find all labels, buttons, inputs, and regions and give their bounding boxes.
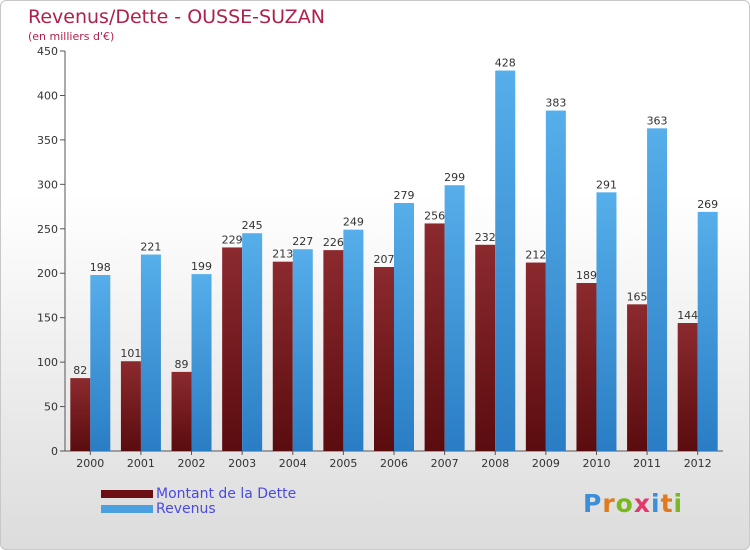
logo-letter: P — [583, 489, 603, 518]
y-tick-label: 0 — [51, 445, 58, 458]
dette-bar — [525, 262, 546, 451]
dette-value-label: 226 — [323, 236, 344, 249]
y-tick-label: 350 — [37, 134, 58, 147]
revenus-bar — [90, 275, 111, 451]
dette-bar — [576, 283, 597, 451]
x-tick-label: 2001 — [127, 457, 155, 470]
logo-letter: r — [602, 489, 616, 518]
revenus-value-label: 291 — [596, 178, 617, 191]
x-tick-label: 2003 — [228, 457, 256, 470]
dette-value-label: 256 — [424, 209, 445, 222]
revenus-bar — [394, 203, 414, 451]
x-tick-label: 2005 — [329, 457, 357, 470]
dette-value-label: 229 — [222, 233, 243, 246]
revenus-bar — [292, 249, 313, 451]
logo-letter: o — [615, 489, 634, 518]
revenus-value-label: 249 — [343, 216, 364, 229]
y-tick-label: 150 — [37, 312, 58, 325]
dette-bar — [120, 361, 141, 451]
revenus-bar — [140, 254, 161, 451]
revenus-value-label: 383 — [545, 97, 566, 110]
x-tick-label: 2008 — [481, 457, 509, 470]
revenus-bar — [647, 128, 668, 451]
dette-bar — [171, 371, 192, 451]
revenus-bar — [242, 233, 263, 451]
revenus-bar — [444, 185, 465, 451]
x-tick-label: 2002 — [178, 457, 206, 470]
revenus-value-label: 269 — [697, 198, 718, 211]
logo-letter: i — [673, 489, 684, 518]
logo-letter: i — [651, 489, 661, 518]
dette-bar — [424, 223, 445, 451]
x-tick-label: 2007 — [431, 457, 459, 470]
y-tick-label: 50 — [44, 401, 58, 414]
dette-bar — [272, 261, 293, 451]
chart-subtitle: (en milliers d'€) — [28, 30, 115, 43]
proxiti-logo: Proxiti — [583, 489, 683, 518]
revenus-value-label: 198 — [90, 261, 111, 274]
legend-swatch-dette — [101, 490, 153, 498]
revenus-value-label: 227 — [292, 235, 313, 248]
legend-label-revenus: Revenus — [156, 501, 216, 517]
x-tick-label: 2000 — [76, 457, 104, 470]
revenus-bar — [495, 70, 516, 452]
revenus-value-label: 221 — [140, 241, 161, 254]
revenus-value-label: 299 — [444, 171, 465, 184]
revenus-bar — [697, 211, 718, 451]
x-tick-label: 2006 — [380, 457, 408, 470]
dette-bar — [374, 267, 394, 451]
y-tick-label: 450 — [37, 45, 58, 58]
revenus-bar — [545, 110, 566, 452]
dette-value-label: 207 — [374, 253, 395, 266]
dette-bar — [475, 244, 496, 451]
revenus-bar — [596, 192, 617, 452]
logo-letter: x — [633, 489, 651, 518]
dette-bar — [222, 247, 243, 451]
revenus-bar — [191, 274, 212, 451]
revenus-value-label: 245 — [242, 219, 263, 232]
y-tick-label: 400 — [37, 89, 58, 102]
logo-letter: t — [660, 489, 674, 518]
dette-value-label: 213 — [272, 248, 293, 261]
dette-bar — [323, 250, 344, 451]
dette-value-label: 144 — [677, 309, 698, 322]
x-tick-label: 2004 — [279, 457, 307, 470]
dette-bar — [627, 304, 648, 451]
x-tick-label: 2011 — [633, 457, 661, 470]
legend-swatch-revenus — [101, 505, 153, 513]
x-tick-label: 2010 — [582, 457, 610, 470]
y-tick-label: 200 — [37, 267, 58, 280]
y-tick-label: 250 — [37, 223, 58, 236]
revenus-value-label: 199 — [191, 260, 212, 273]
dette-value-label: 89 — [175, 358, 189, 371]
x-tick-label: 2012 — [684, 457, 712, 470]
revenus-bar — [343, 229, 364, 451]
revenus-value-label: 279 — [394, 189, 415, 202]
chart-title: Revenus/Dette - OUSSE-SUZAN — [28, 6, 325, 28]
dette-value-label: 82 — [73, 364, 87, 377]
revenus-value-label: 428 — [495, 57, 516, 70]
y-tick-label: 300 — [37, 178, 58, 191]
dette-bar — [677, 323, 698, 451]
dette-value-label: 232 — [475, 231, 496, 244]
legend-label-dette: Montant de la Dette — [156, 486, 297, 502]
dette-value-label: 189 — [576, 269, 597, 282]
dette-value-label: 101 — [120, 347, 141, 360]
dette-value-label: 212 — [525, 249, 546, 262]
dette-value-label: 165 — [627, 290, 648, 303]
revenus-value-label: 363 — [647, 114, 668, 127]
dette-bar — [70, 378, 91, 451]
x-tick-label: 2009 — [532, 457, 560, 470]
y-tick-label: 100 — [37, 356, 58, 369]
